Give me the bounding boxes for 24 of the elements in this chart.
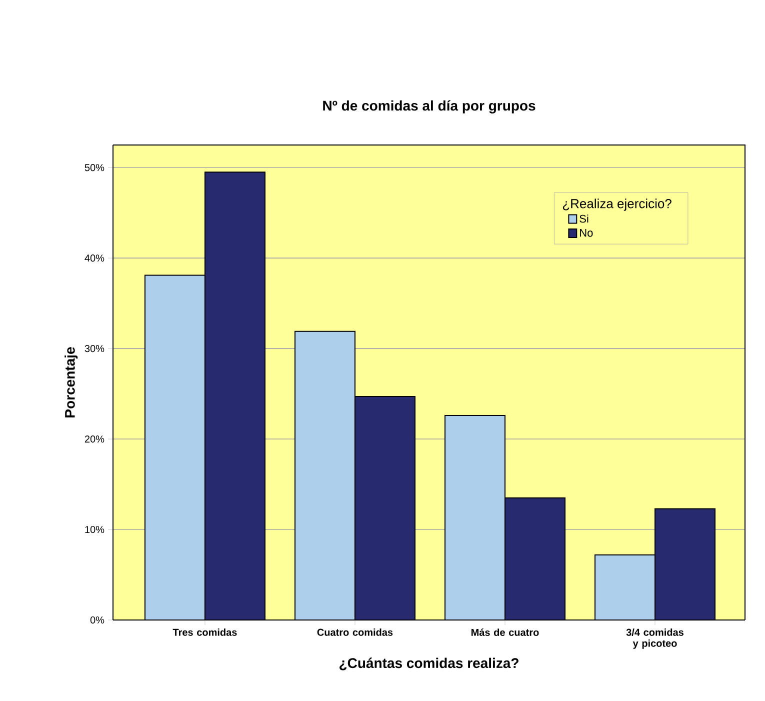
y-tick-label: 50% bbox=[84, 164, 104, 172]
y-tick-label: 10% bbox=[85, 526, 104, 534]
bar bbox=[204, 172, 265, 620]
bar bbox=[354, 396, 415, 620]
y-tick-label: 30% bbox=[84, 345, 104, 352]
x-tick-label: Tres comidas bbox=[172, 628, 237, 636]
bar bbox=[594, 554, 656, 620]
x-tick-label: Más de cuatro bbox=[471, 628, 539, 636]
y-axis-title: Porcentaje bbox=[64, 347, 78, 418]
bar bbox=[294, 331, 355, 620]
bar bbox=[444, 416, 505, 620]
chart-title: Nº de comidas al día por grupos bbox=[323, 100, 536, 114]
y-tick-label: 0% bbox=[90, 616, 104, 624]
x-axis-title: ¿Cuántas comidas realiza? bbox=[340, 658, 518, 670]
legend-label: Si bbox=[580, 214, 588, 223]
y-tick-label: 40% bbox=[84, 254, 104, 262]
bar bbox=[504, 498, 565, 620]
legend-label: No bbox=[580, 229, 593, 237]
legend-title: ¿Realiza ejercicio? bbox=[562, 198, 672, 211]
y-tick-label: 20% bbox=[84, 435, 104, 443]
x-tick-label: 3/4 comidas y picoteo bbox=[626, 628, 684, 649]
bar bbox=[144, 275, 205, 620]
x-tick-label: Cuatro comidas bbox=[317, 628, 393, 636]
bar bbox=[654, 508, 716, 620]
